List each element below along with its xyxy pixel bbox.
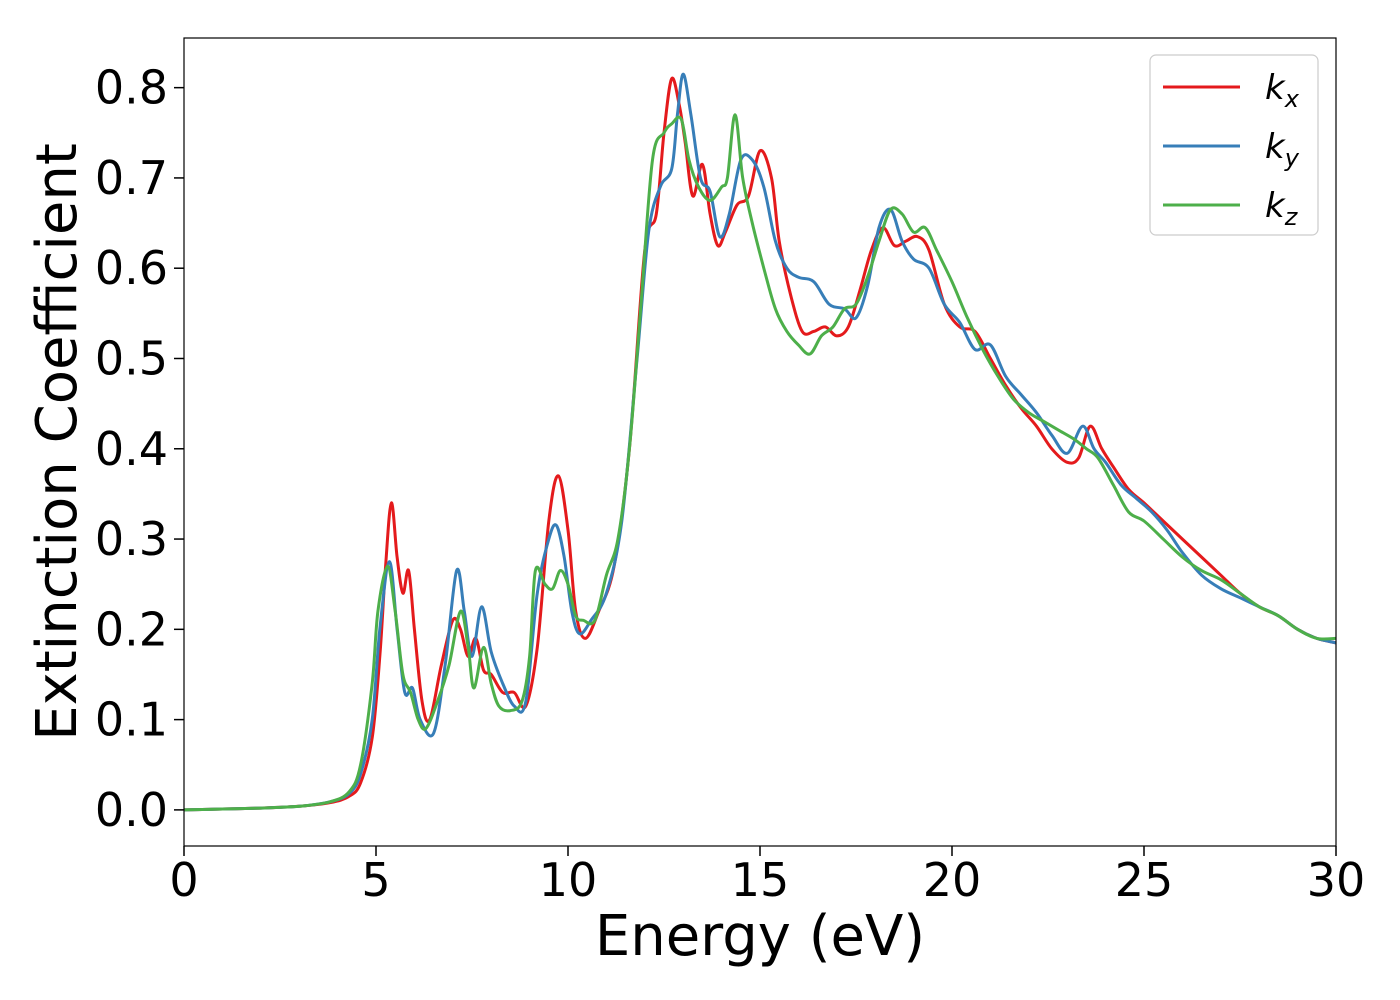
legend-label-kx: kx [1265, 68, 1300, 113]
x-tick-label: 10 [539, 853, 598, 907]
y-axis-title: Extinction Coefficient [25, 143, 90, 741]
series-layer [183, 72, 1337, 812]
x-tick-label: 5 [361, 853, 390, 907]
y-tick-label: 0.0 [95, 783, 168, 837]
x-tick-label: 0 [169, 853, 198, 907]
y-tick-label: 0.1 [95, 693, 168, 747]
y-tick-label: 0.5 [95, 331, 168, 385]
legend: kx ky kz [1149, 54, 1319, 236]
x-axis: 0 5 10 15 20 25 30 [169, 846, 1365, 907]
y-tick-label: 0.2 [95, 602, 168, 656]
series-line-kz [183, 113, 1337, 812]
legend-label-ky: ky [1265, 127, 1300, 172]
y-axis: 0.0 0.1 0.2 0.3 0.4 0.5 0.6 0.7 0.8 [95, 61, 184, 837]
legend-label-kz: kz [1265, 186, 1299, 231]
x-tick-label: 25 [1115, 853, 1174, 907]
x-axis-title: Energy (eV) [595, 904, 925, 969]
series-line-kx [183, 76, 1337, 812]
x-tick-label: 30 [1307, 853, 1366, 907]
x-tick-label: 20 [923, 853, 982, 907]
y-tick-label: 0.8 [95, 61, 168, 115]
y-tick-label: 0.6 [95, 241, 168, 295]
y-tick-label: 0.7 [95, 151, 168, 205]
y-tick-label: 0.3 [95, 512, 168, 566]
series-line-ky [183, 72, 1337, 812]
x-tick-label: 15 [731, 853, 790, 907]
y-tick-label: 0.4 [95, 422, 168, 476]
